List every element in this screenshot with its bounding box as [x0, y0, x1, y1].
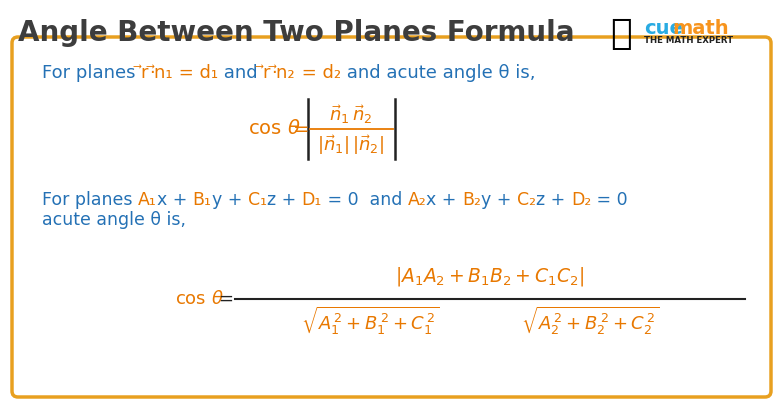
Text: $\sqrt{A_1^{\,2}+B_1^{\,2}+C_1^{\,2}}$: $\sqrt{A_1^{\,2}+B_1^{\,2}+C_1^{\,2}}$ — [301, 305, 439, 337]
Text: z +: z + — [267, 191, 301, 209]
Text: B₁: B₁ — [193, 191, 211, 209]
Text: math: math — [672, 19, 729, 38]
Text: = d₂: = d₂ — [295, 64, 341, 82]
Text: = 0  and: = 0 and — [322, 191, 408, 209]
Text: 🚀: 🚀 — [610, 17, 632, 51]
Text: ·: · — [271, 64, 277, 82]
Text: D₁: D₁ — [301, 191, 322, 209]
Text: acute angle θ is,: acute angle θ is, — [42, 211, 186, 229]
Text: THE MATH EXPERT: THE MATH EXPERT — [644, 36, 733, 45]
Text: ⃗r: ⃗r — [141, 64, 149, 82]
Text: D₂: D₂ — [571, 191, 591, 209]
Text: ⃗n₂: ⃗n₂ — [277, 64, 295, 82]
Text: For planes: For planes — [42, 64, 141, 82]
Text: and: and — [218, 64, 264, 82]
Text: x +: x + — [427, 191, 463, 209]
Text: A₂: A₂ — [408, 191, 427, 209]
Text: ⃗n₁: ⃗n₁ — [154, 64, 173, 82]
Text: z +: z + — [536, 191, 571, 209]
Text: x +: x + — [157, 191, 193, 209]
Text: $|A_1A_2 + B_1B_2 + C_1C_2|$: $|A_1A_2 + B_1B_2 + C_1C_2|$ — [395, 266, 585, 289]
Text: $\cos\,\theta$: $\cos\,\theta$ — [248, 119, 301, 139]
Text: $|\vec{n}_1|\,|\vec{n}_2|$: $|\vec{n}_1|\,|\vec{n}_2|$ — [317, 133, 384, 157]
FancyBboxPatch shape — [12, 37, 771, 397]
Text: =: = — [293, 119, 309, 139]
Text: Angle Between Two Planes Formula: Angle Between Two Planes Formula — [18, 19, 575, 47]
Text: = d₁: = d₁ — [173, 64, 218, 82]
Text: = 0: = 0 — [591, 191, 628, 209]
Text: C₁: C₁ — [247, 191, 267, 209]
Text: $\cos\,\theta$: $\cos\,\theta$ — [175, 290, 224, 308]
Text: B₂: B₂ — [463, 191, 482, 209]
Text: cue: cue — [644, 19, 683, 38]
Text: A₁: A₁ — [138, 191, 157, 209]
Text: C₂: C₂ — [517, 191, 536, 209]
Text: =: = — [218, 290, 233, 308]
Text: ⃗r: ⃗r — [264, 64, 271, 82]
Text: For planes: For planes — [42, 191, 138, 209]
Text: $\sqrt{A_2^{\,2}+B_2^{\,2}+C_2^{\,2}}$: $\sqrt{A_2^{\,2}+B_2^{\,2}+C_2^{\,2}}$ — [521, 305, 659, 337]
Text: $\vec{n}_1\,\vec{n}_2$: $\vec{n}_1\,\vec{n}_2$ — [330, 103, 373, 127]
Text: y +: y + — [482, 191, 517, 209]
Text: y +: y + — [211, 191, 247, 209]
Text: and acute angle θ is,: and acute angle θ is, — [341, 64, 535, 82]
Text: ·: · — [149, 64, 154, 82]
